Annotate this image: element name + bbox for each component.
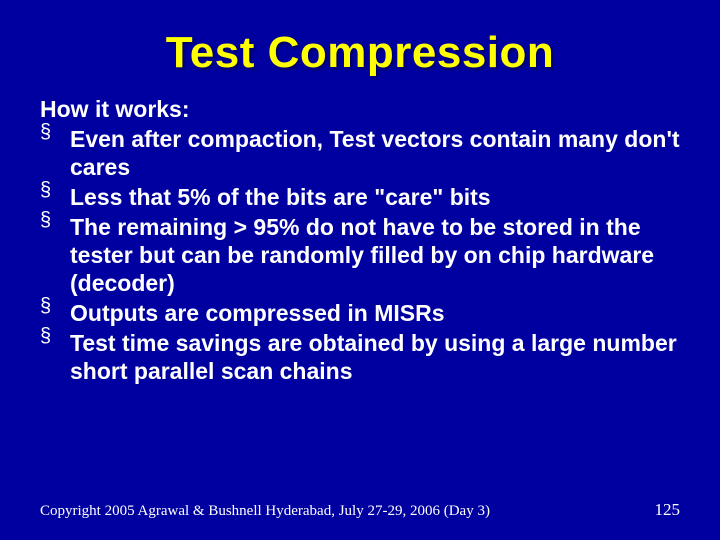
list-item: Test time savings are obtained by using … [40,329,680,385]
page-number: 125 [655,500,681,520]
footer: Copyright 2005 Agrawal & Bushnell Hydera… [40,500,680,520]
list-item: Even after compaction, Test vectors cont… [40,125,680,181]
bullet-list: Even after compaction, Test vectors cont… [40,125,680,385]
list-item: The remaining > 95% do not have to be st… [40,213,680,297]
slide: Test Compression How it works: Even afte… [0,0,720,540]
list-item: Less that 5% of the bits are "care" bits [40,183,680,211]
slide-title: Test Compression [40,28,680,78]
copyright-text: Copyright 2005 Agrawal & Bushnell Hydera… [40,503,490,520]
intro-text: How it works: [40,96,680,123]
list-item: Outputs are compressed in MISRs [40,299,680,327]
